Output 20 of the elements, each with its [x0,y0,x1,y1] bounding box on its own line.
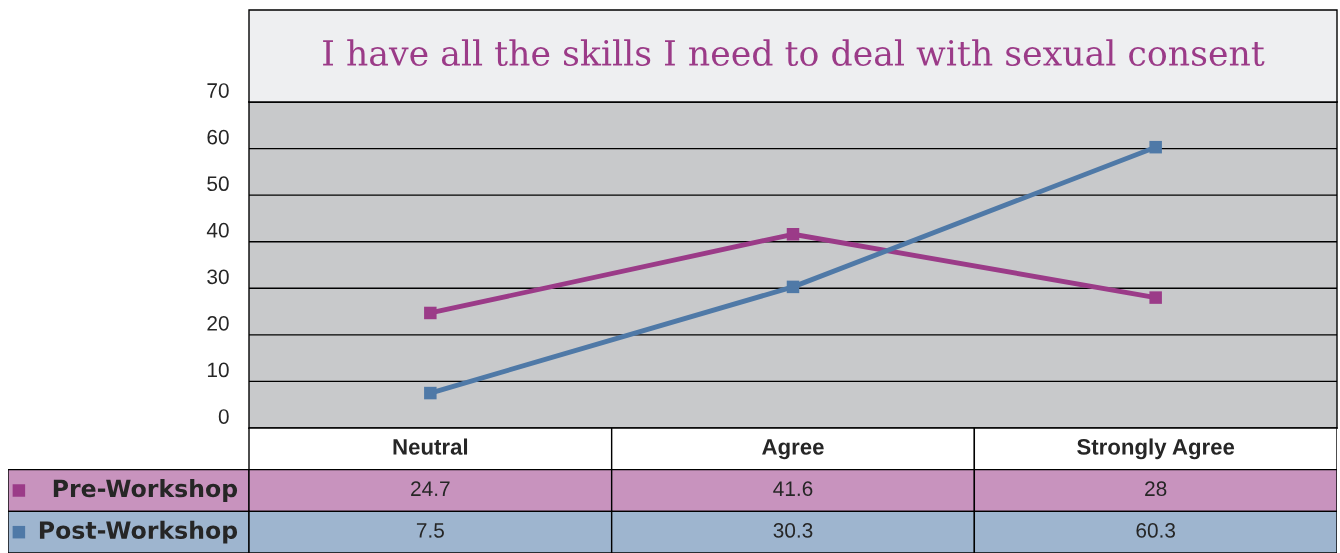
data-label: 7.5 [416,523,444,538]
x-tick-label: Strongly Agree [1077,438,1235,460]
y-tick-label: 10 [207,362,229,378]
legend-label: Post-Workshop [39,520,238,544]
data-label: 30.3 [773,523,813,538]
x-tick-label: Agree [762,439,824,460]
y-tick-label: 40 [206,222,229,238]
y-tick-label: 20 [207,315,229,331]
chart-title: I have all the skills I need to deal with sexual consent [323,39,1265,67]
legend-label: Pre-Workshop [53,479,238,502]
data-label: 24.7 [411,481,450,496]
y-tick-label: 70 [207,83,229,98]
data-label: 28 [1145,481,1167,497]
y-tick-label: 30 [207,269,229,285]
y-tick-label: 50 [207,176,229,192]
y-tick-label: 60 [207,129,229,145]
data-label: 41.6 [773,481,813,497]
data-label: 60.3 [1136,523,1176,538]
x-tick-label: Neutral [393,438,468,455]
y-tick-label: 0 [218,409,229,424]
